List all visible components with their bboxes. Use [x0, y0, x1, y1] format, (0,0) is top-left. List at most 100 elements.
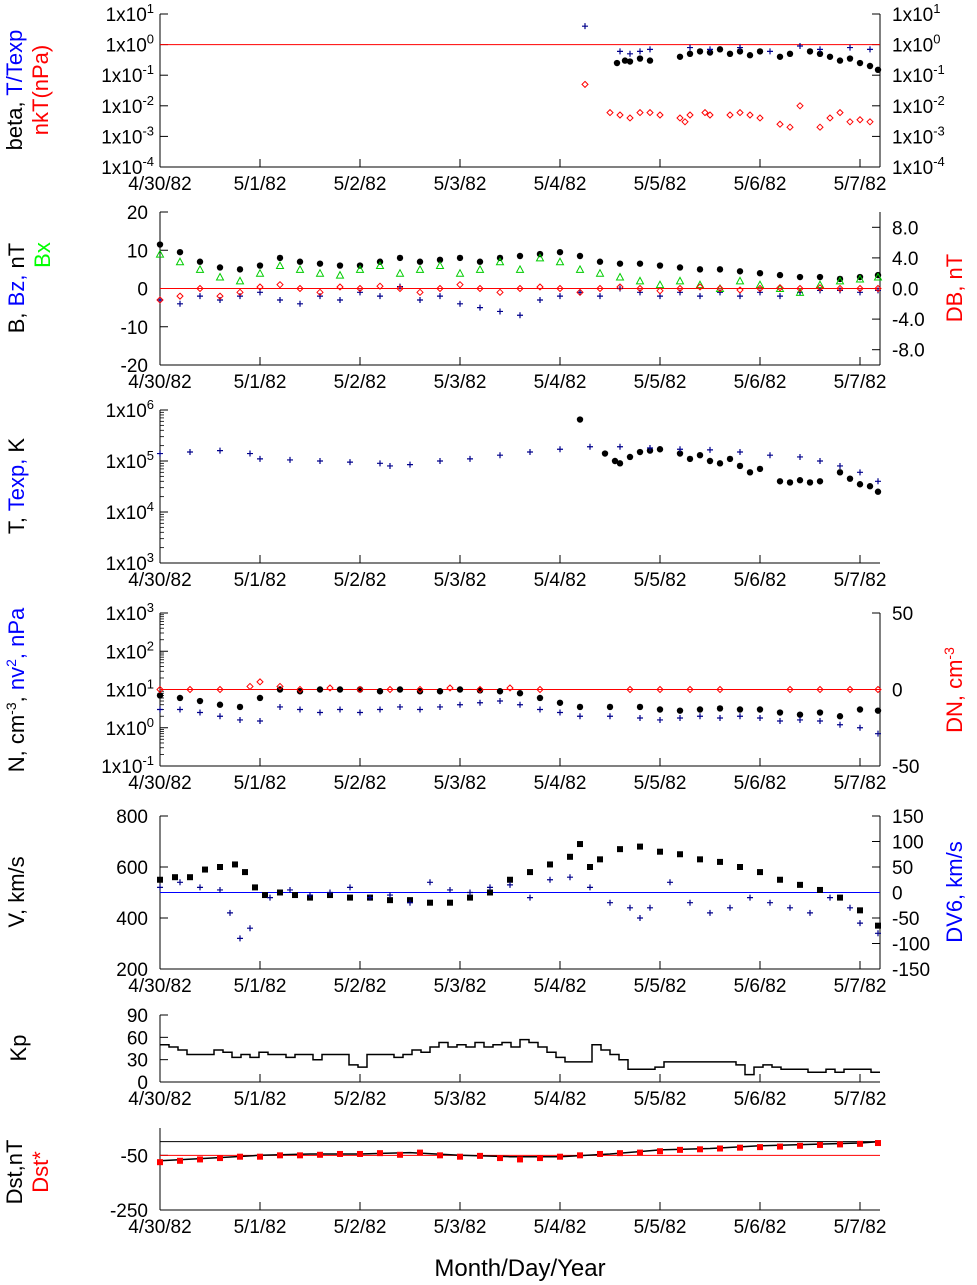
field-ytick-label: 20	[127, 203, 148, 224]
dst-star-point	[557, 1153, 563, 1160]
density-point-plus	[857, 724, 863, 731]
density-point-plus	[637, 714, 643, 721]
temperature-xtick-label: 5/7/82	[834, 570, 887, 591]
beta-ylabel: beta, T/Texp	[2, 30, 27, 151]
velocity-point-squares	[187, 874, 193, 881]
field-point-diamond	[316, 288, 324, 297]
beta-point-dots	[836, 57, 844, 64]
density-point-dots	[656, 706, 664, 713]
beta-ytick-label-right: 1x10-1	[892, 62, 945, 87]
beta-point-diamond	[776, 120, 784, 128]
velocity-point-plus	[307, 892, 313, 899]
field-point-plus	[717, 289, 723, 296]
velocity-point-squares	[777, 876, 783, 883]
field-point-diamond	[396, 284, 404, 293]
velocity-point-squares	[527, 869, 533, 876]
velocity-xtick-label: 5/5/82	[634, 976, 687, 997]
velocity-point-plus	[487, 884, 493, 891]
field-point-triangle	[155, 249, 165, 258]
velocity-xtick-label: 4/30/82	[128, 976, 191, 997]
temp-point-dots	[746, 469, 754, 476]
kp-ytick-label: 0	[137, 1073, 148, 1094]
temp-point-dots	[626, 453, 634, 461]
velocity-point-plus	[247, 925, 253, 932]
beta-point-diamond	[686, 111, 694, 119]
beta-point-diamond	[736, 108, 744, 117]
density-point-plus	[217, 713, 223, 720]
velocity-ytick-label: 800	[116, 807, 148, 828]
field-point-diamond	[236, 288, 244, 297]
velocity-point-plus	[227, 909, 233, 916]
velocity-point-plus	[587, 884, 593, 891]
velocity-point-squares	[217, 864, 223, 870]
field-point-plus	[237, 293, 243, 300]
density-point-plus	[557, 709, 563, 716]
field-xtick-label: 4/30/82	[128, 372, 191, 393]
field-point-diamond	[276, 280, 284, 289]
density-point-diamond	[326, 684, 334, 692]
density-xtick-label: 5/5/82	[634, 773, 687, 794]
density-point-dots	[716, 705, 724, 712]
kp-ytick-label: 90	[127, 1006, 148, 1027]
field-xtick-label: 5/5/82	[634, 372, 687, 393]
velocity-point-squares	[157, 876, 163, 883]
velocity-point-squares	[387, 897, 393, 904]
velocity-point-plus	[667, 879, 673, 886]
velocity-point-plus	[387, 892, 393, 899]
density-xtick-label: 5/2/82	[334, 773, 387, 794]
field-point-triangle	[315, 268, 325, 277]
temp-point-dots	[866, 483, 874, 490]
velocity-point-plus	[847, 904, 853, 911]
dst-star-point	[397, 1151, 403, 1158]
velocity-point-squares	[757, 869, 763, 876]
temp-point-plus	[817, 458, 823, 464]
temperature-xtick-label: 5/6/82	[734, 570, 787, 591]
velocity-point-plus	[327, 889, 333, 896]
beta-point-dots	[866, 62, 874, 70]
beta-ytick-label: 1x10-2	[101, 93, 154, 118]
field-ytick-label-right: 8.0	[892, 218, 918, 239]
beta-point-diamond	[726, 111, 734, 119]
density-point-diamond	[416, 685, 424, 694]
density-point-plus	[537, 706, 543, 713]
density-point-dots	[496, 688, 504, 695]
field-point-diamond	[376, 282, 384, 290]
field-point-diamond	[796, 284, 804, 293]
density-ytick-label-right: 0	[892, 681, 903, 702]
dst-ylabel-text: Dst,nT	[2, 1140, 27, 1205]
field-xtick-label: 5/1/82	[234, 372, 287, 393]
density-point-dots	[576, 703, 584, 711]
temp-point-dots	[726, 455, 734, 463]
beta-point-diamond	[856, 116, 864, 124]
temp-point-dots	[816, 478, 824, 485]
beta-point-diamond	[826, 114, 834, 122]
beta-ytick-label-right: 1x100	[892, 32, 940, 57]
field-point-plus	[737, 293, 743, 300]
density-point-dots	[736, 706, 744, 713]
beta-point-diamond	[816, 123, 824, 131]
dst-star-point	[717, 1145, 723, 1152]
beta-point-plus	[627, 50, 633, 57]
beta-point-diamond	[606, 108, 614, 117]
dst-ytick-label: -50	[121, 1146, 148, 1167]
velocity-point-squares	[252, 884, 258, 891]
field-point-diamond	[456, 280, 464, 289]
density-point-diamond	[256, 678, 264, 686]
temp-point-plus	[497, 452, 503, 459]
density-point-plus	[497, 698, 503, 705]
density-point-dots	[256, 694, 264, 702]
density-point-plus	[657, 716, 663, 723]
density-ytick-label: 1x103	[106, 600, 154, 625]
beta-point-dots	[676, 53, 684, 60]
field-point-dots	[636, 260, 644, 267]
beta-point-diamond	[626, 114, 634, 122]
field-point-triangle	[435, 260, 445, 270]
field-point-triangle	[455, 268, 465, 277]
temp-ytick-label: 1x104	[106, 499, 154, 524]
field-point-plus	[697, 293, 703, 300]
density-point-dots	[836, 713, 844, 720]
density-point-plus	[577, 713, 583, 720]
field-point-plus	[757, 289, 763, 296]
beta-point-diamond	[656, 111, 664, 119]
dst-xtick-label: 5/4/82	[534, 1217, 587, 1238]
